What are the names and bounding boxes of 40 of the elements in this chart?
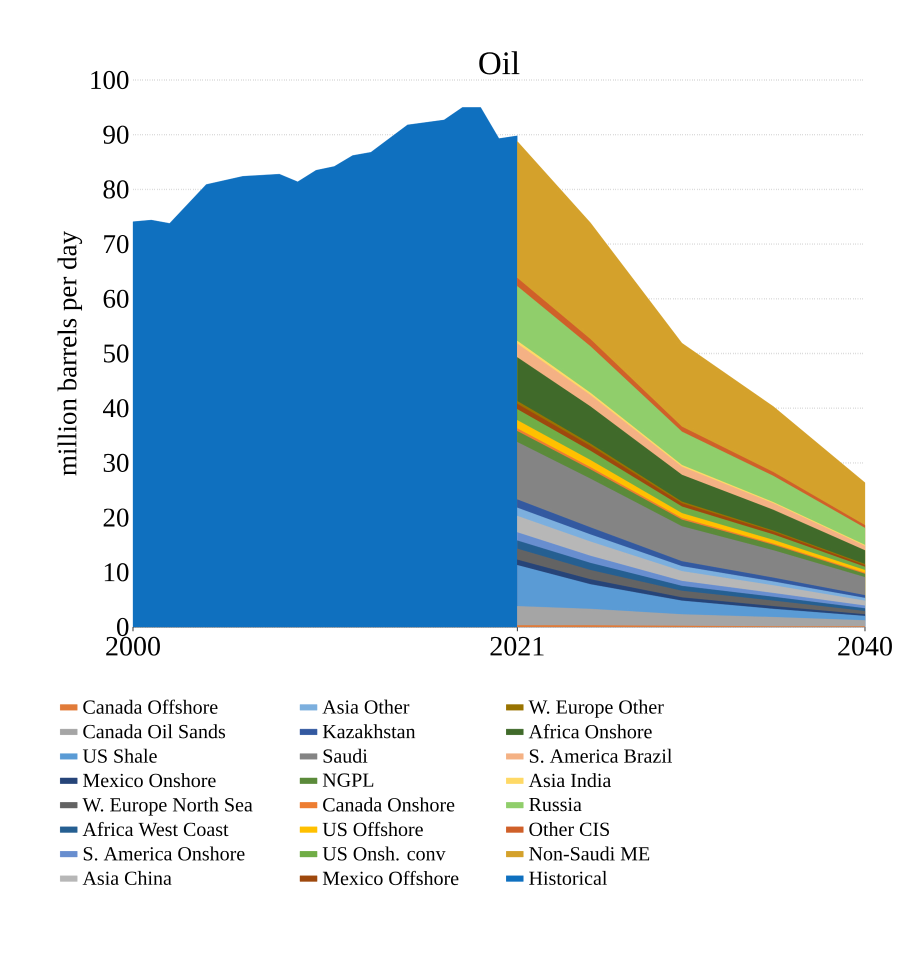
y-tick-label: 100 [91,70,128,90]
legend-label: US Shale [82,748,157,763]
legend-label: Asia Other [322,700,410,714]
legend-label: Canada Oil Sands [83,724,226,738]
legend-label: Saudi [324,748,368,763]
legend-label: Kazakhstan [322,724,416,738]
chart-title: Oil [479,51,520,74]
legend-label: Asia China [82,870,172,885]
legend-label: Canada Onshore [323,797,454,812]
y-tick-label: 70 [104,234,128,254]
x-tick-label: 2000 [106,636,160,656]
legend-label: Russia [529,798,582,812]
y-tick-label: 30 [104,454,128,472]
y-tick-label: 50 [104,344,128,363]
legend-label: US Offshore [322,822,423,836]
x-tick-label: 2021 [490,636,544,656]
legend-label: Africa West Coast [82,822,228,836]
y-tick-label: 40 [103,399,128,418]
legend-label: US Onsh. conv [322,846,446,861]
y-tick-label: 10 [104,563,128,582]
legend-label: Canada Offshore [83,700,218,714]
legend-label: Non-Saudi ME [529,846,650,861]
legend-label: NGPL [322,773,374,787]
y-tick-label: 80 [104,180,128,199]
legend-label: W. Europe Other [528,700,664,718]
legend-label: W. Europe North Sea [82,797,253,816]
legend-label: Mexico Offshore [322,870,458,886]
legend-label: S. America Brazil [530,748,672,763]
legend-label: Other CIS [529,822,609,836]
x-tick-label: 2040 [838,636,892,656]
legend-label: Africa Onshore [528,724,652,738]
y-axis-title: million barrels per day [58,231,82,476]
y-tick-label: 60 [104,290,128,308]
y-tick-label: 20 [104,508,128,527]
y-tick-label: 90 [103,126,128,144]
y-tick-label: 0 [117,618,128,636]
legend-label: Asia India [528,773,612,788]
legend-label: Mexico Onshore [83,773,216,788]
legend-label: S. America Onshore [84,846,244,861]
legend-label: Historical [529,870,608,885]
